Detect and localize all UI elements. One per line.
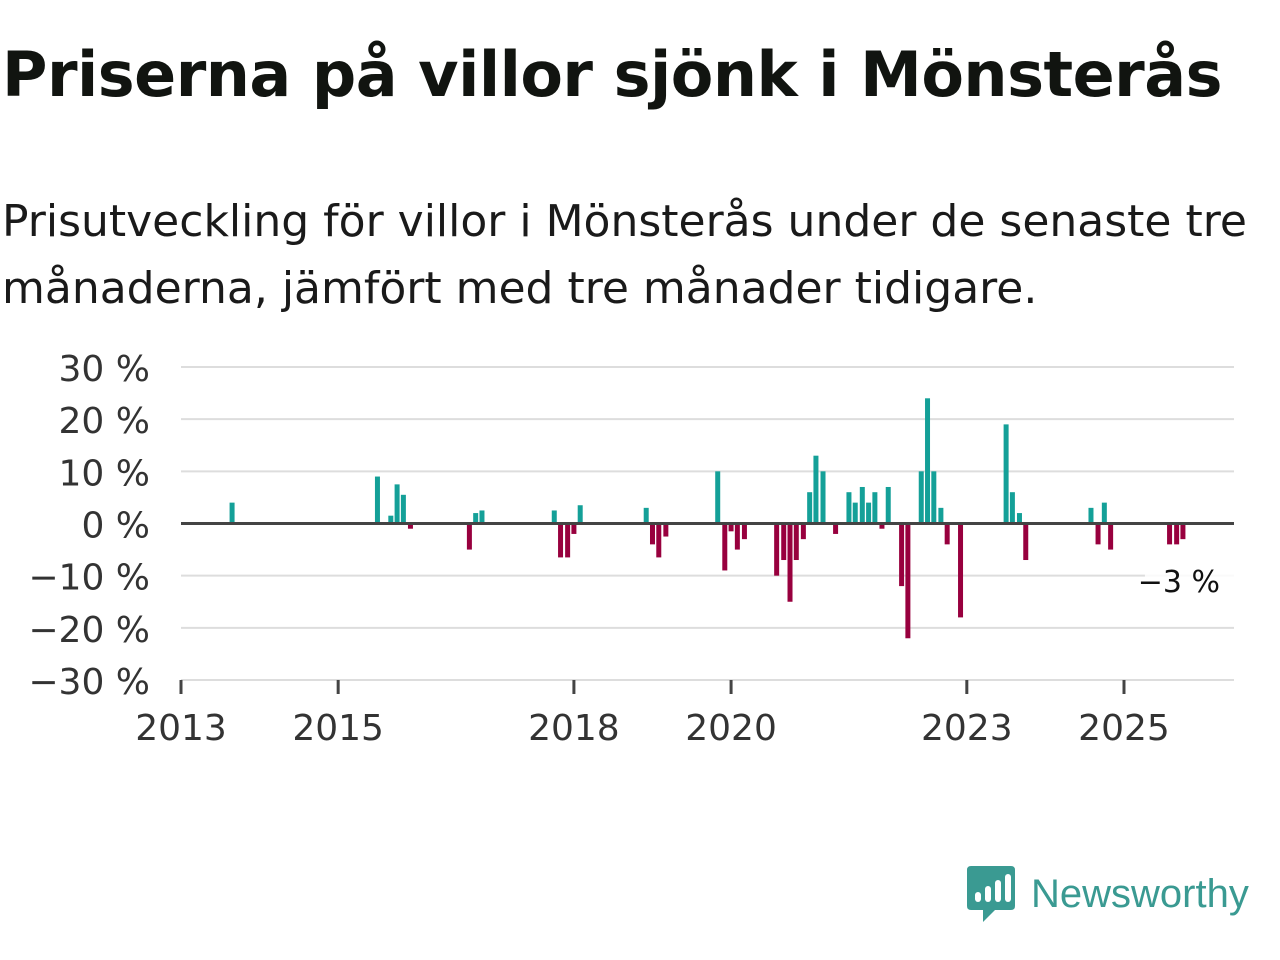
y-tick-label: 0 %: [81, 506, 150, 547]
bar: [944, 523, 950, 545]
bar: [820, 471, 826, 524]
bar: [1167, 523, 1173, 545]
bar: [1108, 523, 1114, 550]
bar: [473, 513, 479, 524]
bar: [643, 507, 649, 524]
bar: [649, 523, 655, 545]
y-tick-label: 30 %: [59, 349, 150, 390]
bar: [793, 523, 799, 561]
last-value-label-bg: [1144, 559, 1235, 602]
newsworthy-logo-icon: [967, 866, 1015, 922]
bar: [1174, 523, 1180, 545]
bar: [905, 523, 911, 639]
bar: [479, 510, 485, 524]
last-value-label: −3 %: [1138, 565, 1220, 600]
x-axis: 2013 2015 2018 2020 2023 2025: [135, 679, 1234, 749]
bar: [872, 492, 878, 524]
x-tick-label: 2018: [528, 708, 620, 749]
x-tick-label: 2015: [292, 708, 384, 749]
y-tick-label: 20 %: [59, 401, 150, 442]
bar: [558, 523, 564, 558]
bar: [229, 502, 235, 524]
bar: [394, 484, 400, 524]
bar: [1023, 523, 1029, 561]
bar: [1180, 523, 1186, 540]
y-tick-label: −20 %: [28, 610, 150, 651]
bar: [918, 471, 924, 524]
bar: [1009, 492, 1015, 524]
bar: [715, 471, 721, 524]
bar: [852, 502, 858, 524]
bar: [813, 455, 819, 524]
bar: [833, 523, 839, 534]
bar: [466, 523, 472, 550]
bar: [885, 486, 891, 524]
x-tick-label: 2025: [1078, 708, 1170, 749]
bar: [938, 507, 944, 524]
bar: [374, 476, 380, 524]
bar: [931, 471, 937, 524]
bar: [958, 523, 964, 618]
bar: [774, 523, 780, 576]
bar: [565, 523, 571, 558]
bar: [899, 523, 905, 587]
bar: [787, 523, 793, 602]
bar: [1095, 523, 1101, 545]
brand-name: Newsworthy: [1031, 871, 1249, 916]
bar: [859, 486, 865, 524]
bar: [577, 505, 583, 524]
bar: [846, 492, 852, 524]
bar: [800, 523, 806, 540]
bar: [1016, 513, 1022, 524]
x-tick-label: 2020: [685, 708, 777, 749]
bar: [728, 523, 734, 532]
bar: [866, 502, 872, 524]
bar: [551, 510, 557, 524]
bar: [807, 492, 813, 524]
x-tick-label: 2013: [135, 708, 227, 749]
bar-chart: 30 %20 %10 %0 %−10 %−20 %−30 % 2013 2015 2…: [28, 349, 1235, 749]
bar: [407, 523, 413, 529]
annotations: −3 %: [1138, 559, 1235, 602]
y-tick-label: −10 %: [28, 558, 150, 599]
bar: [1101, 502, 1107, 524]
bar: [781, 523, 787, 561]
chart-title: Priserna på villor sjönk i Mönsterås: [2, 38, 1222, 111]
x-tick-label: 2023: [921, 708, 1013, 749]
y-tick-label: −30 %: [28, 662, 150, 703]
y-tick-label: 10 %: [59, 453, 150, 494]
bar: [388, 515, 394, 524]
bar: [571, 523, 577, 534]
y-axis: 30 % 20 % 10 % 0 % −10 % −20 % −30 %: [28, 349, 150, 703]
brand-logo: Newsworthy: [965, 864, 1249, 924]
bar: [741, 523, 747, 540]
bar: [734, 523, 740, 550]
bar: [925, 398, 931, 524]
bar: [656, 523, 662, 558]
bars: [181, 398, 1234, 639]
bar: [1003, 424, 1009, 524]
bar: [1088, 507, 1094, 524]
chart-subtitle: Prisutveckling för villor i Mönsterås un…: [2, 196, 1247, 314]
bar: [879, 523, 885, 529]
bar: [663, 523, 669, 537]
bar: [722, 523, 728, 571]
bar: [400, 494, 406, 524]
